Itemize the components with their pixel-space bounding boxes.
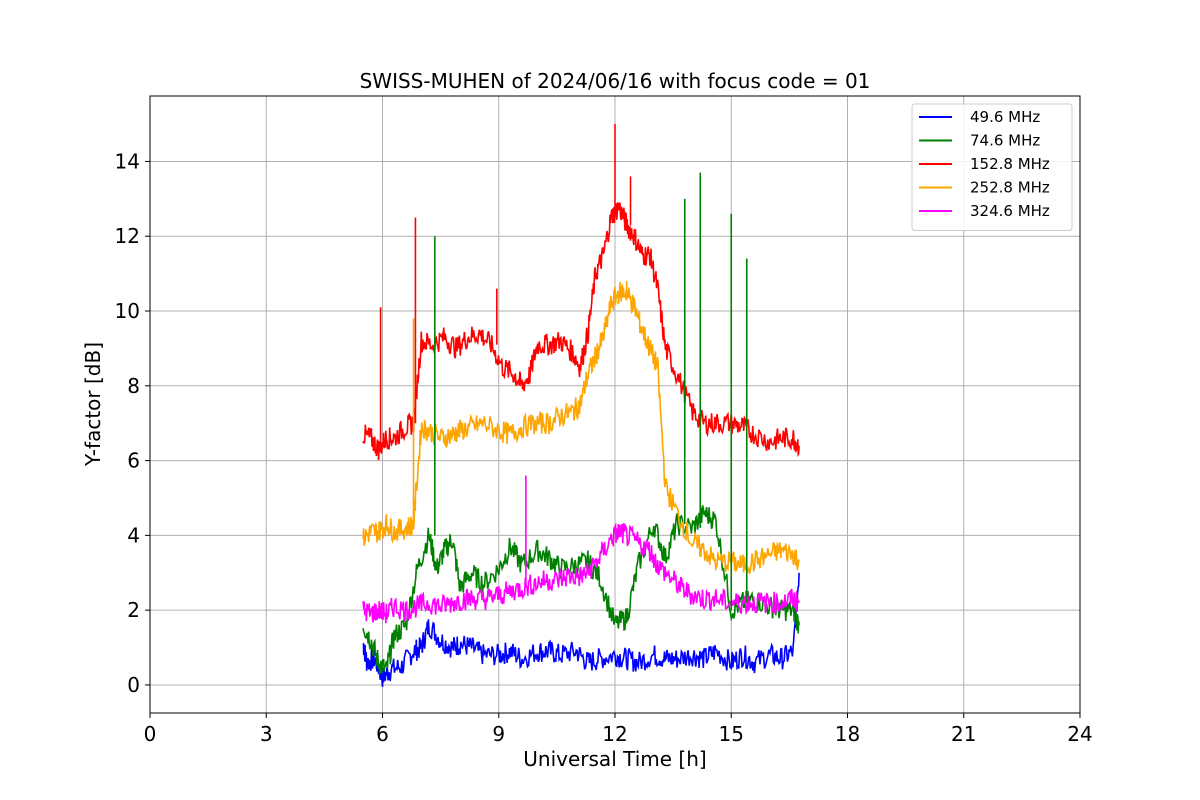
x-tick-label: 18 <box>835 722 860 746</box>
series-line-3 <box>362 281 800 575</box>
chart-title: SWISS-MUHEN of 2024/06/16 with focus cod… <box>360 69 871 93</box>
x-tick-label: 24 <box>1067 722 1092 746</box>
x-tick-label: 6 <box>376 722 389 746</box>
y-tick-label: 6 <box>127 449 140 473</box>
legend-label: 252.8 MHz <box>970 179 1050 197</box>
y-tick-label: 12 <box>115 224 140 248</box>
legend-label: 324.6 MHz <box>970 202 1050 220</box>
x-tick-label: 15 <box>719 722 744 746</box>
y-axis-label: Y-factor [dB] <box>81 342 105 467</box>
series-line-2 <box>362 202 800 461</box>
x-tick-label: 3 <box>260 722 273 746</box>
x-tick-label: 9 <box>492 722 505 746</box>
legend-box <box>911 103 1073 231</box>
x-tick-label: 21 <box>951 722 976 746</box>
series-line-0 <box>362 572 800 687</box>
y-tick-label: 2 <box>127 598 140 622</box>
legend: 49.6 MHz 74.6 MHz 152.8 MHz 252.8 MHz 324.6 … <box>911 103 1073 231</box>
plot-area <box>362 124 800 687</box>
y-tick-label: 4 <box>127 523 140 547</box>
y-tick-label: 8 <box>127 374 140 398</box>
legend-label: 152.8 MHz <box>970 155 1050 173</box>
y-tick-label: 10 <box>115 299 140 323</box>
x-tick-label: 0 <box>144 722 157 746</box>
y-tick-label: 0 <box>127 673 140 697</box>
y-tick-label: 14 <box>115 149 140 173</box>
series-line-4 <box>362 522 800 624</box>
legend-label: 49.6 MHz <box>970 108 1040 126</box>
x-tick-label: 12 <box>602 722 627 746</box>
legend-label: 74.6 MHz <box>970 132 1040 150</box>
x-axis-label: Universal Time [h] <box>523 747 706 771</box>
